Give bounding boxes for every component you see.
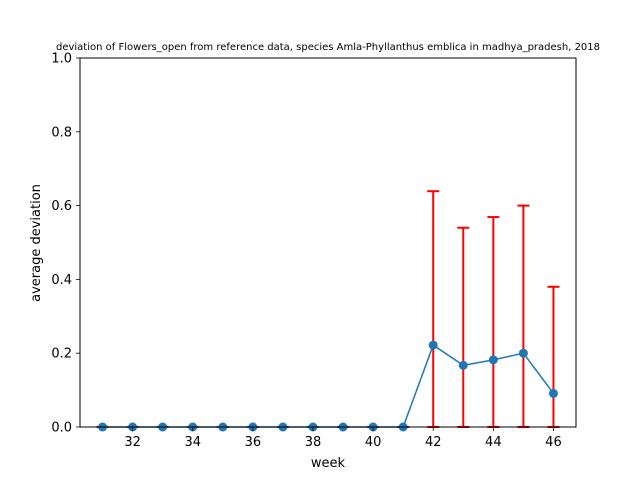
data-point-13 <box>488 355 498 365</box>
y-tick-label-1: 0.2 <box>51 347 72 362</box>
y-axis: 0.0 0.2 0.4 0.6 0.8 1.0 <box>51 52 80 436</box>
x-tick-label-7: 46 <box>545 435 562 450</box>
x-tick-label-6: 44 <box>485 435 502 450</box>
y-tick-label-0: 0.0 <box>51 421 72 436</box>
data-point-15 <box>548 388 558 398</box>
data-point-12 <box>458 360 468 370</box>
plot-area <box>79 57 577 432</box>
y-tick-label-2: 0.4 <box>51 273 72 288</box>
x-tick-label-3: 38 <box>305 435 322 450</box>
y-axis-label: average deviation <box>29 184 44 302</box>
axes-frame <box>79 57 577 428</box>
x-axis-label: week <box>311 456 346 471</box>
data-point-11 <box>428 340 438 350</box>
y-tick-label-3: 0.6 <box>51 199 72 214</box>
x-tick-label-2: 36 <box>245 435 262 450</box>
x-tick-label-4: 40 <box>365 435 382 450</box>
y-tick-label-5: 1.0 <box>51 52 72 67</box>
x-tick-label-5: 42 <box>425 435 442 450</box>
x-tick-label-1: 34 <box>184 435 201 450</box>
y-tick-label-4: 0.8 <box>51 125 72 140</box>
x-tick-label-0: 32 <box>124 435 141 450</box>
x-axis: 32 34 36 38 40 42 44 46 <box>124 427 562 450</box>
data-point-14 <box>518 348 528 358</box>
chart-title: deviation of Flowers_open from reference… <box>56 42 600 53</box>
